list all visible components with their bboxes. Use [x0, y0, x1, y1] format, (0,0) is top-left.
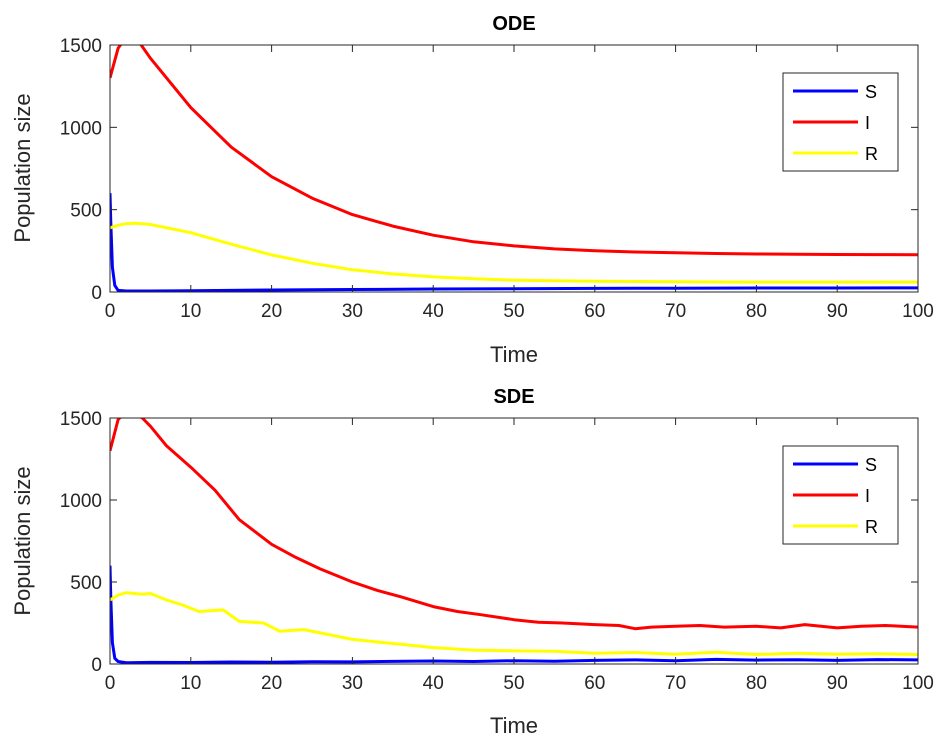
- panel-sde-ylabel: Population size: [10, 466, 35, 615]
- x-tick-label: 70: [665, 301, 686, 322]
- x-tick-label: 80: [746, 673, 767, 694]
- series-R-line: [110, 591, 918, 656]
- x-tick-label: 50: [503, 673, 524, 694]
- x-tick-label: 0: [105, 301, 116, 322]
- x-tick-label: 50: [503, 301, 524, 322]
- x-tick-label: 20: [261, 301, 282, 322]
- y-tick-label: 1000: [60, 118, 102, 139]
- x-tick-label: 30: [342, 673, 363, 694]
- x-tick-label: 60: [584, 301, 605, 322]
- panel-sde-title: SDE: [493, 386, 534, 408]
- legend-label-I: I: [865, 113, 870, 133]
- x-tick-label: 80: [746, 301, 767, 322]
- x-tick-label: 40: [423, 673, 444, 694]
- x-tick-label: 90: [827, 673, 848, 694]
- x-tick-label: 70: [665, 673, 686, 694]
- legend-label-R: R: [865, 144, 878, 164]
- y-tick-label: 1500: [60, 36, 102, 57]
- x-tick-label: 100: [902, 301, 934, 322]
- x-tick-label: 30: [342, 301, 363, 322]
- x-tick-label: 10: [180, 301, 201, 322]
- legend-label-S: S: [865, 82, 877, 102]
- y-tick-label: 1000: [60, 491, 102, 512]
- legend-label-R: R: [865, 517, 878, 537]
- panel-sde-xlabel: Time: [490, 713, 538, 738]
- y-tick-label: 0: [91, 283, 102, 304]
- x-tick-label: 40: [423, 301, 444, 322]
- panel-ode-ylabel: Population size: [10, 93, 35, 242]
- x-tick-label: 0: [105, 673, 116, 694]
- legend-label-I: I: [865, 486, 870, 506]
- y-tick-label: 500: [70, 201, 102, 222]
- panel-ode: ODE 0 10 20 30 40 50 60 70 80 90 100050010001500SI…: [10, 13, 934, 367]
- panel-ode-title: ODE: [492, 13, 535, 35]
- panel-ode-xlabel: Time: [490, 342, 538, 367]
- y-tick-label: 0: [91, 655, 102, 676]
- x-tick-label: 100: [902, 673, 934, 694]
- series-I-line: [110, 418, 918, 631]
- legend: SIR: [782, 72, 899, 172]
- y-tick-label: 500: [70, 573, 102, 594]
- x-tick-label: 90: [827, 301, 848, 322]
- y-tick-label: 1500: [60, 409, 102, 430]
- panel-sde: SDE 0 10 20 30 40 50 60 70 80 90 100050010001500SI…: [10, 386, 934, 738]
- series-R-line: [110, 221, 918, 284]
- x-tick-label: 10: [180, 673, 201, 694]
- legend-label-S: S: [865, 455, 877, 475]
- x-tick-label: 20: [261, 673, 282, 694]
- legend: SIR: [782, 445, 899, 545]
- x-tick-label: 60: [584, 673, 605, 694]
- series-S-line: [110, 565, 918, 664]
- series-I-line: [110, 45, 918, 257]
